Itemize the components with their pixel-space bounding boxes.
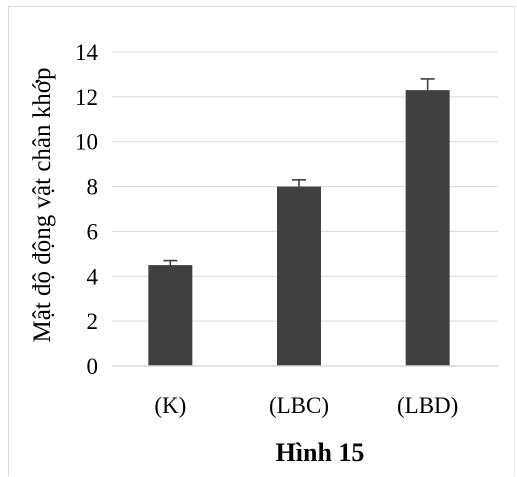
y-tick-label: 8 (87, 175, 99, 200)
x-tick-labels: (K) (LBC) (LBD) (154, 393, 458, 418)
x-tick-label: (LBC) (269, 393, 329, 418)
y-tick-label: 0 (87, 354, 99, 379)
y-tick-label: 10 (75, 130, 98, 155)
bars-group (148, 90, 450, 366)
y-axis-label: Mật độ động vật chân khớp (29, 68, 56, 343)
chart-frame (8, 6, 515, 476)
y-tick-label: 12 (75, 85, 98, 110)
x-tick-label: (K) (154, 393, 186, 418)
y-tick-label: 6 (87, 219, 99, 244)
bar (277, 186, 321, 366)
chart-title: Hình 15 (276, 438, 365, 467)
y-tick-labels: 0 2 4 6 8 10 12 14 (75, 40, 99, 379)
bar (405, 90, 450, 366)
y-tick-label: 14 (75, 40, 99, 65)
error-bar (292, 179, 306, 187)
error-bar (420, 78, 435, 91)
error-bars-group (163, 78, 435, 266)
y-tick-label: 4 (87, 264, 99, 289)
bar (148, 265, 193, 366)
y-tick-label: 2 (87, 309, 99, 334)
error-bar (163, 259, 178, 266)
x-tick-label: (LBD) (397, 393, 458, 418)
